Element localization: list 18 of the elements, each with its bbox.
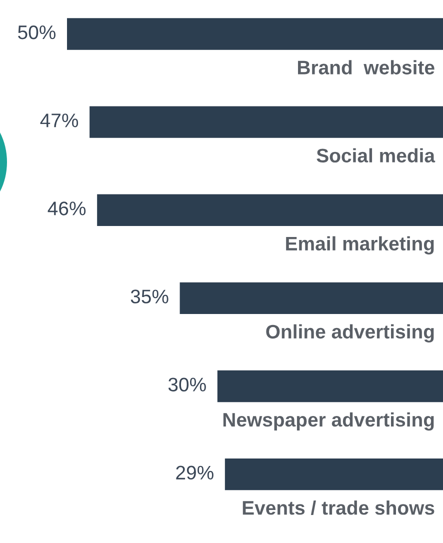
- data-label: 50%: [18, 25, 56, 40]
- y-tick-label: Social media: [316, 148, 436, 162]
- y-tick-label: Online advertising: [266, 324, 434, 343]
- bar: [67, 18, 443, 50]
- bar: [224, 458, 443, 490]
- y-tick-label: Events / trade shows: [242, 500, 434, 515]
- bar: [90, 106, 443, 138]
- bar: [97, 194, 443, 226]
- data-label: 46%: [48, 202, 86, 216]
- y-tick-label: Brand website: [298, 60, 434, 74]
- bar: [180, 282, 443, 314]
- bar: [217, 370, 443, 402]
- data-label: 30%: [168, 378, 206, 392]
- y-tick-label: Newspaper advertising: [223, 412, 434, 431]
- data-label: 47%: [40, 114, 78, 128]
- data-label: 35%: [130, 290, 168, 304]
- y-tick-label: Email marketing: [286, 236, 434, 254]
- data-label: 29%: [176, 466, 214, 480]
